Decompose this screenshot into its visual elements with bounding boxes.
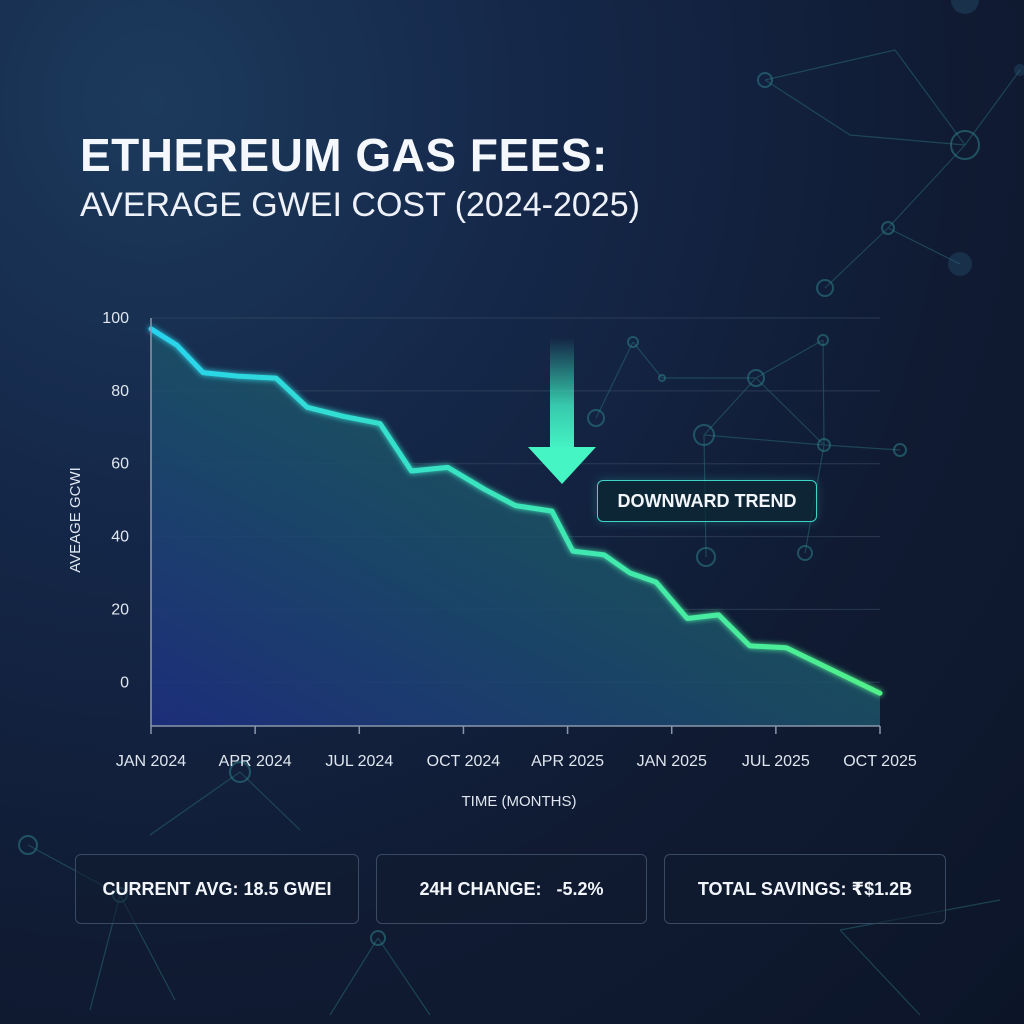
chart-title: ETHEREUM GAS FEES:: [80, 129, 608, 181]
y-tick-label: 20: [111, 601, 129, 618]
downward-trend-label: DOWNWARD TREND: [597, 480, 817, 522]
y-tick-label: 40: [111, 529, 129, 546]
y-tick-label: 100: [102, 310, 129, 327]
x-tick-label: JAN 2025: [637, 753, 707, 770]
x-tick-label: OCT 2025: [843, 753, 917, 770]
x-axis-title: TIME (MONTHS): [462, 793, 577, 810]
x-tick-label: JUL 2024: [325, 753, 393, 770]
series-line: [148, 326, 883, 696]
current-avg-card: CURRENT AVG: 18.5 GWEI: [75, 854, 359, 924]
24h-change-card: 24H CHANGE: -5.2%: [376, 854, 647, 924]
area-fill: [151, 328, 880, 726]
x-tick-label: JUL 2025: [742, 753, 810, 770]
chart-subtitle: AVERAGE GWEI COST (2024-2025): [80, 186, 640, 224]
y-axis-title: AVEAGE GCWI: [67, 467, 84, 573]
x-tick-label: JAN 2024: [116, 753, 186, 770]
total-savings-card: TOTAL SAVINGS: ₹$1.2B: [664, 854, 946, 924]
x-tick-label: APR 2024: [219, 753, 292, 770]
y-tick-label: 0: [120, 674, 129, 691]
x-tick-label: APR 2025: [531, 753, 604, 770]
downward-trend-arrow: [528, 338, 596, 484]
x-tick-label: OCT 2024: [427, 753, 501, 770]
y-tick-label: 60: [111, 456, 129, 473]
y-tick-label: 80: [111, 383, 129, 400]
